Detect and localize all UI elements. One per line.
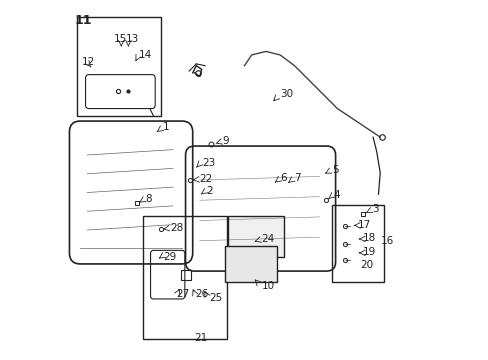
Text: 25: 25 xyxy=(208,293,222,303)
Text: 28: 28 xyxy=(170,223,183,233)
Text: 8: 8 xyxy=(145,194,151,203)
Text: 14: 14 xyxy=(139,50,152,60)
Text: 24: 24 xyxy=(261,234,274,244)
Text: 15: 15 xyxy=(114,34,127,44)
Text: 21: 21 xyxy=(193,333,206,343)
Text: 20: 20 xyxy=(359,260,372,270)
Text: 27: 27 xyxy=(176,289,189,299)
Bar xyxy=(77,18,160,116)
Text: 11: 11 xyxy=(75,14,92,27)
Text: 17: 17 xyxy=(357,220,370,230)
Text: 29: 29 xyxy=(163,252,176,262)
Text: 22: 22 xyxy=(199,174,212,184)
Text: 18: 18 xyxy=(363,233,376,243)
Text: 13: 13 xyxy=(125,34,139,44)
Bar xyxy=(224,246,276,282)
Text: 5: 5 xyxy=(331,165,338,175)
Text: 16: 16 xyxy=(380,237,393,247)
Text: 6: 6 xyxy=(280,173,286,183)
Text: 7: 7 xyxy=(293,173,300,183)
Bar xyxy=(228,216,283,257)
Text: 4: 4 xyxy=(332,190,339,200)
Text: 1: 1 xyxy=(163,122,169,132)
Text: 9: 9 xyxy=(222,136,228,146)
Text: 23: 23 xyxy=(202,158,215,168)
Text: 30: 30 xyxy=(280,89,293,99)
Text: 12: 12 xyxy=(81,57,95,67)
Text: 3: 3 xyxy=(372,204,378,214)
Text: 2: 2 xyxy=(206,186,212,196)
Text: 19: 19 xyxy=(363,247,376,257)
Text: 10: 10 xyxy=(261,282,274,292)
Text: 26: 26 xyxy=(195,289,208,299)
Bar xyxy=(142,216,226,339)
Bar xyxy=(331,205,383,282)
